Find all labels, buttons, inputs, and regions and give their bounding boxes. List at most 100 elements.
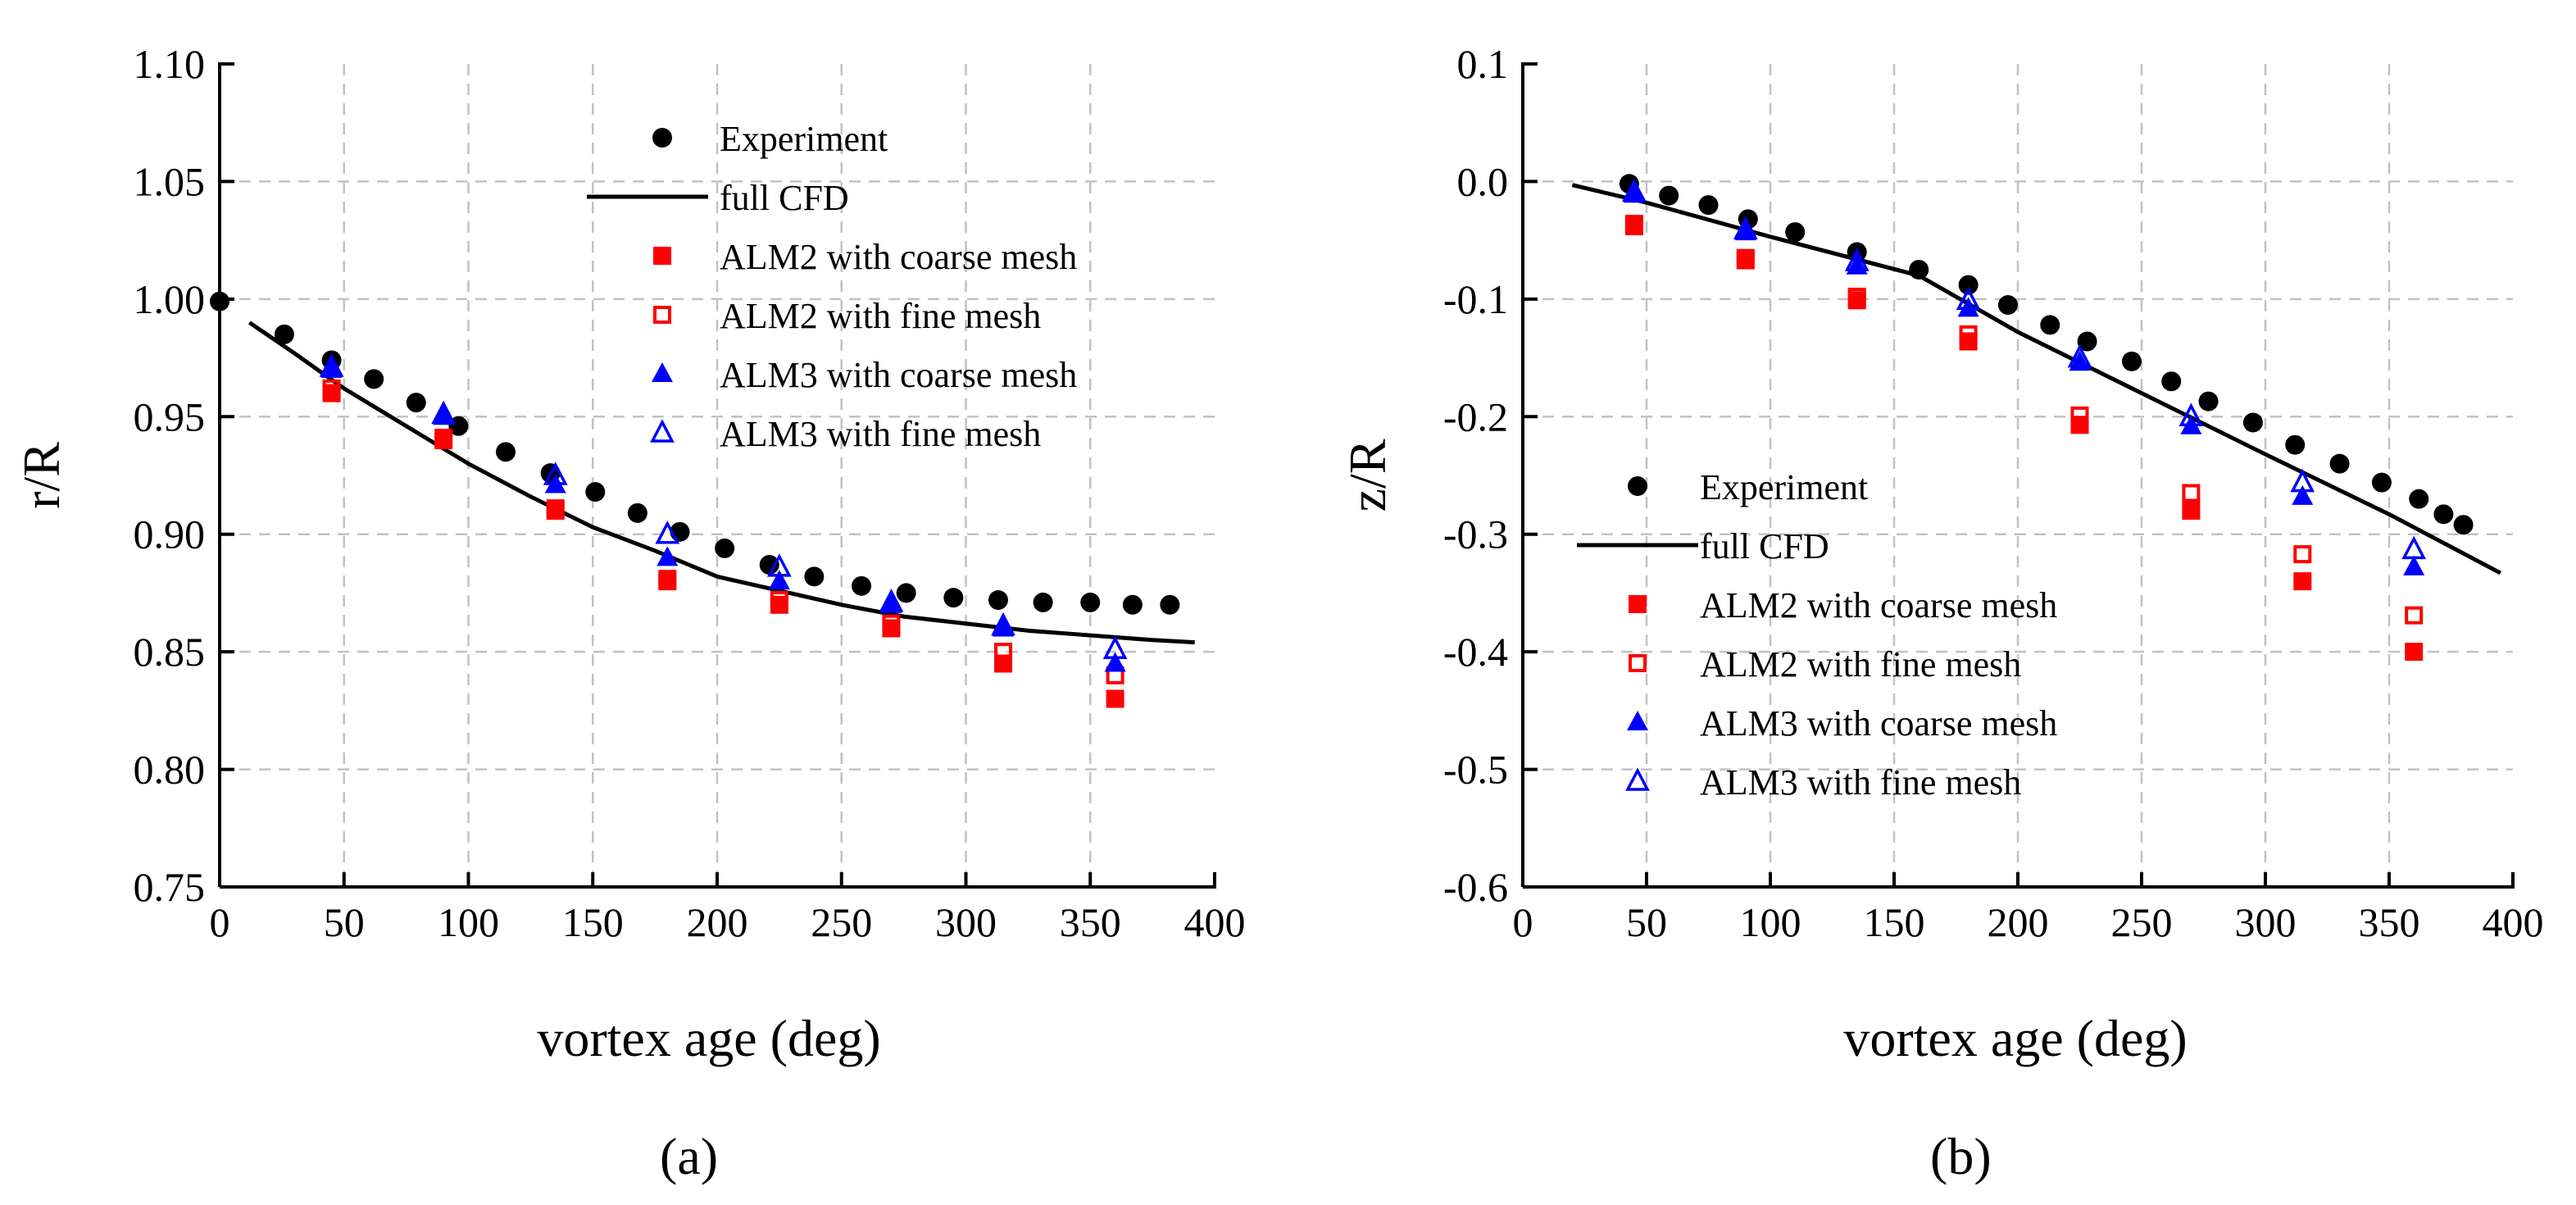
panel-label-a: (a) [660, 1127, 718, 1185]
alm2-with-fine-mesh-point [882, 614, 901, 633]
full-cfd-line-layer [248, 321, 1195, 645]
y-tick-label: -0.1 [1443, 276, 1508, 322]
panel-label-b: (b) [1930, 1127, 1992, 1185]
alm2-with-fine-mesh-point [1624, 215, 1643, 234]
alm2-with-fine-mesh-point [2293, 545, 2312, 564]
experiment-point [1997, 295, 2018, 316]
experiment-point [496, 442, 516, 462]
experiment-point [364, 369, 384, 389]
alm3-with-fine-mesh-point [543, 462, 568, 485]
alm3-with-coarse-mesh-point [656, 546, 679, 566]
experiment-point [1160, 594, 1180, 615]
full-cfd-line [248, 321, 1195, 645]
experiment-point [1122, 594, 1143, 615]
experiment-point [2371, 472, 2392, 493]
experiment-point [988, 590, 1008, 611]
legend-label: ALM2 with coarse mesh [1700, 585, 2057, 625]
alm3-with-fine-mesh-point [1733, 216, 1758, 239]
experiment-point [852, 575, 872, 596]
experiment-point [1080, 592, 1101, 612]
experiment-point [627, 502, 647, 523]
alm3-with-fine-mesh-point [2290, 468, 2315, 493]
y-tick-label: -0.2 [1443, 393, 1508, 439]
axes-frame [1521, 62, 2515, 889]
experiment-point [1958, 275, 1979, 295]
legend-label: Experiment [1700, 467, 1868, 507]
legend-label: ALM2 with fine mesh [720, 296, 1041, 336]
legend-marker-swatch [652, 128, 672, 148]
alm3-with-fine-mesh-point [1956, 286, 1981, 311]
experiment-point [1909, 260, 1929, 280]
alm3-with-coarse-mesh-point [2292, 484, 2314, 505]
alm3-with-fine-mesh-point [879, 589, 904, 612]
full-cfd-line [1571, 183, 2502, 575]
alm2-with-fine-mesh-point [770, 591, 788, 610]
legend-marker-swatch [652, 362, 673, 382]
experiment-point [896, 583, 916, 603]
experiment-point [2285, 434, 2306, 455]
alm3-with-coarse-mesh-point [880, 593, 902, 613]
y-tick-label: 1.10 [134, 41, 206, 87]
y-tick-label: 0.1 [1457, 41, 1509, 87]
legend: Experiment full CFD ALM2 with coarse mesh A… [587, 119, 1077, 454]
alm3-with-fine-mesh-point [1102, 635, 1128, 660]
x-tick-label: 150 [1864, 899, 1925, 945]
y-tick-label: -0.6 [1443, 864, 1508, 910]
alm2-with-fine-mesh-point [2070, 406, 2089, 425]
experiment-point [715, 538, 735, 558]
y-tick-label: 0.75 [134, 864, 206, 910]
alm3-with-fine-mesh-point [766, 553, 792, 577]
experiment-point [1659, 185, 1679, 206]
data-points [1619, 174, 2474, 662]
y-tick-label: 0.80 [134, 747, 206, 793]
experiment-point [2161, 371, 2182, 392]
y-tick-label: 0.90 [134, 512, 206, 557]
alm3-with-fine-mesh-point [431, 400, 457, 425]
alm2-with-fine-mesh-point [1959, 325, 1978, 343]
alm2-with-coarse-mesh-point [322, 384, 341, 402]
x-tick-label: 200 [687, 899, 748, 945]
experiment-point [274, 324, 294, 344]
x-tick-label: 250 [2111, 899, 2173, 945]
alm3-with-fine-mesh-point [2067, 343, 2092, 368]
alm2-with-fine-mesh-point [2182, 484, 2201, 502]
legend-marker-swatch [653, 247, 671, 265]
alm3-with-coarse-mesh-point [2403, 555, 2425, 575]
alm2-with-fine-mesh-point [2405, 606, 2424, 625]
experiment-point [2329, 453, 2350, 474]
grid-lines [220, 64, 1215, 887]
x-tick-label: 250 [811, 899, 872, 945]
legend-label: full CFD [720, 178, 849, 218]
alm2-with-fine-mesh-point [658, 570, 677, 589]
alm2-with-fine-mesh-point [546, 499, 565, 518]
alm3-with-fine-mesh-point [655, 520, 680, 544]
y-axis-label: r/R [12, 442, 70, 509]
legend-label: Experiment [720, 119, 888, 159]
legend-label: ALM3 with coarse mesh [720, 355, 1077, 395]
legend-marker-swatch [1625, 767, 1650, 791]
x-tick-label: 100 [438, 899, 499, 945]
y-tick-label: 0.95 [134, 393, 206, 439]
y-tick-label: -0.5 [1443, 747, 1508, 793]
experiment-point [406, 393, 426, 413]
experiment-point [2409, 489, 2429, 509]
alm2-with-coarse-mesh-point [2405, 643, 2424, 662]
alm3-with-coarse-mesh-point [320, 357, 343, 378]
y-tick-label: 1.00 [134, 276, 206, 322]
experiment-point [2453, 515, 2474, 535]
chart-panel-a: 0 50 100 150 200 250 300 350 400 0.75 0.80 0.85 0.90… [12, 41, 1246, 1185]
x-tick-label: 350 [2359, 899, 2420, 945]
legend-label: ALM3 with fine mesh [1700, 762, 2021, 803]
alm2-with-coarse-mesh-point [2070, 416, 2089, 434]
x-tick-label: 400 [1184, 899, 1246, 945]
alm3-with-fine-mesh-point [319, 353, 344, 377]
experiment-point [804, 566, 825, 587]
x-tick-label: 400 [2483, 899, 2544, 945]
x-tick-label: 350 [1060, 899, 1121, 945]
experiment-point [2077, 331, 2097, 352]
legend-label: full CFD [1700, 526, 1829, 566]
alm3-with-fine-mesh-point [2401, 535, 2427, 560]
legend-marker-swatch [1629, 654, 1647, 672]
alm3-with-coarse-mesh-point [768, 570, 790, 590]
alm2-with-coarse-mesh-point [882, 619, 901, 638]
